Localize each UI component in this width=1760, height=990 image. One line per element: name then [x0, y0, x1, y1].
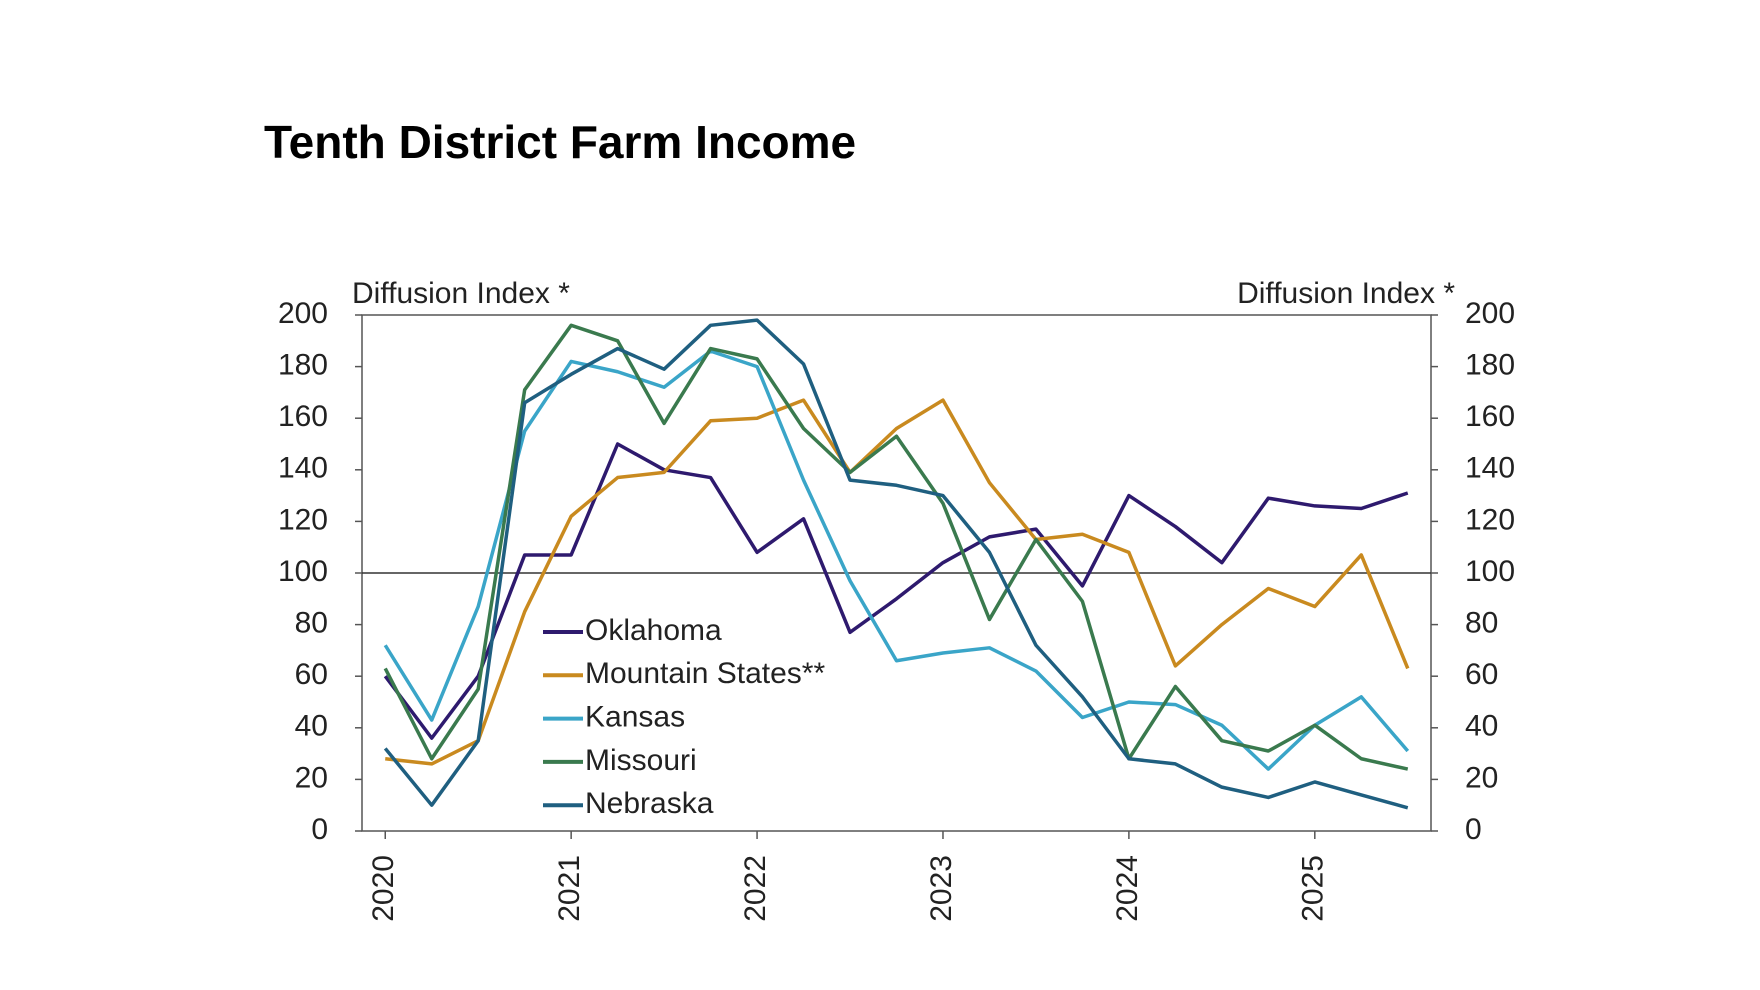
y-tick-label: 100 [278, 555, 328, 588]
y-tick-label: 60 [295, 658, 328, 691]
x-tick-label: 2025 [1297, 855, 1330, 922]
y-tick-label: 0 [311, 813, 328, 846]
series-line [385, 398, 1410, 766]
legend-label: Missouri [585, 744, 697, 777]
y2-tick-label: 0 [1465, 813, 1482, 846]
y-tick-label: 140 [278, 452, 328, 485]
y2-tick-label: 60 [1465, 658, 1498, 691]
x-tick-label: 2021 [553, 855, 586, 922]
y2-tick-label: 100 [1465, 555, 1515, 588]
y2-tick-label: 180 [1465, 349, 1515, 382]
legend-label: Nebraska [585, 787, 714, 820]
x-tick-label: 2022 [739, 855, 772, 922]
series-line [383, 442, 1409, 740]
series-line [383, 318, 1409, 810]
x-tick-label: 2024 [1111, 855, 1144, 922]
y-tick-label: 180 [278, 349, 328, 382]
legend-label: Kansas [585, 701, 685, 734]
y-tick-label: 160 [278, 400, 328, 433]
y2-tick-label: 80 [1465, 607, 1498, 640]
series-line [383, 323, 1409, 771]
y2-tick-label: 20 [1465, 761, 1498, 794]
y-axis-label: Diffusion Index * [352, 277, 570, 310]
y-tick-label: 20 [295, 761, 328, 794]
y-tick-label: 40 [295, 710, 328, 743]
y2-tick-label: 140 [1465, 452, 1515, 485]
y2-tick-label: 40 [1465, 710, 1498, 743]
y2-axis-label: Diffusion Index * [1237, 277, 1455, 310]
y-tick-label: 120 [278, 503, 328, 536]
x-tick-label: 2023 [925, 855, 958, 922]
x-tick-label: 2020 [367, 855, 400, 922]
y-tick-label: 80 [295, 607, 328, 640]
y2-tick-label: 200 [1465, 297, 1515, 330]
y-tick-label: 200 [278, 297, 328, 330]
legend-label: Oklahoma [585, 614, 722, 647]
y2-tick-label: 160 [1465, 400, 1515, 433]
chart-title: Tenth District Farm Income [264, 116, 856, 168]
legend-label: Mountain States** [585, 657, 825, 690]
y2-tick-label: 120 [1465, 503, 1515, 536]
